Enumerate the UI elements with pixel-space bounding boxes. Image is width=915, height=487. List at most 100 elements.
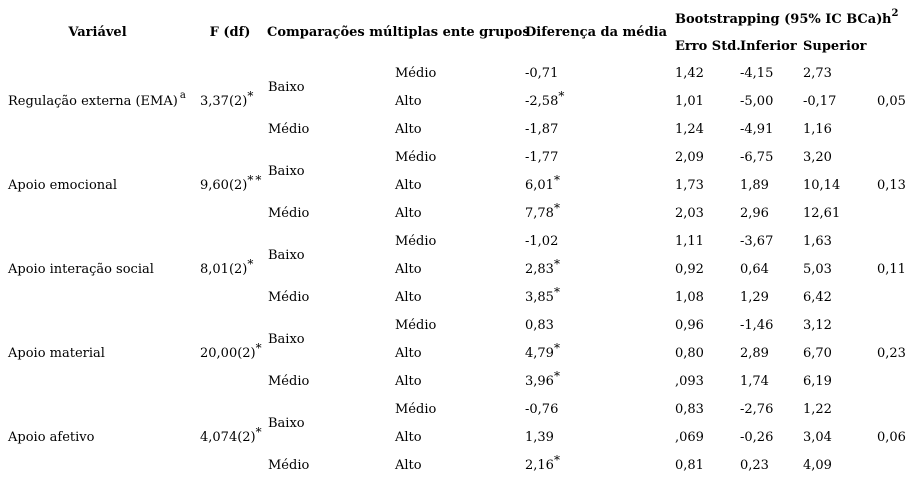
comparison-group2-cell: Médio <box>395 65 437 81</box>
mean-difference-value: -2,58 <box>525 93 559 109</box>
f-value: 4,074(2) <box>200 429 256 445</box>
table-row-group: Apoio afetivo 4,074(2) * Baixo Médio Médi… <box>0 395 915 479</box>
lower-bound-cell: 2,89 <box>740 345 769 361</box>
f-value-cell: 20,00(2) * <box>200 341 264 361</box>
col-header-variable: Variável <box>68 24 127 40</box>
comparison-group1-cell: Baixo <box>268 331 305 347</box>
lower-bound-cell: -4,91 <box>740 121 774 137</box>
table-row-group: Apoio material 20,00(2) * Baixo Médio Méd… <box>0 311 915 395</box>
comparison-group1-cell: Baixo <box>268 247 305 263</box>
h2-base: h <box>882 11 892 27</box>
comparison-group2-cell: Alto <box>395 289 422 305</box>
mean-difference-value: -1,02 <box>525 233 559 249</box>
col-header-std-error: Erro Std. <box>675 38 741 54</box>
mean-difference-value: -1,77 <box>525 149 559 165</box>
comparison-group1-cell: Médio <box>268 121 310 137</box>
mean-difference-cell: 6,01 * <box>525 173 562 193</box>
mean-difference-cell: 2,16 * <box>525 453 562 473</box>
upper-bound-cell: 6,19 <box>803 373 832 389</box>
mean-difference-value: 1,39 <box>525 429 554 445</box>
std-error-cell: 0,96 <box>675 317 704 333</box>
variable-name: Apoio material <box>8 345 105 361</box>
variable-cell: Apoio material <box>0 311 195 395</box>
mean-difference-value: 0,83 <box>525 317 554 333</box>
mean-difference-cell: 7,78 * <box>525 201 562 221</box>
mean-difference-value: -0,71 <box>525 65 559 81</box>
mean-difference-cell: -0,71 <box>520 59 670 87</box>
lower-bound-cell: -4,15 <box>740 65 774 81</box>
comparison-group2-cell: Alto <box>395 457 422 473</box>
variable-name: Apoio afetivo <box>8 429 95 445</box>
comparison-group2-cell: Médio <box>395 233 437 249</box>
mean-difference-cell: 3,96 * <box>525 369 562 389</box>
lower-bound-cell: 0,64 <box>740 261 769 277</box>
upper-bound-cell: 3,04 <box>803 429 832 445</box>
table-row-group: Apoio interação social 8,01(2) * Baixo Mé… <box>0 227 915 311</box>
h2-cell: 0,23 <box>877 345 906 361</box>
upper-bound-cell: 1,16 <box>803 121 832 137</box>
col-header-f: F (df) <box>209 24 251 40</box>
upper-bound-cell: 6,70 <box>803 345 832 361</box>
std-error-cell: 0,81 <box>675 457 704 473</box>
mean-difference-cell: 4,79 * <box>525 341 562 361</box>
col-header-bootstrapping: Bootstrapping (95% IC BCa) <box>675 11 883 27</box>
mean-difference-cell: 2,83 * <box>525 257 562 277</box>
mean-difference-cell: -1,02 <box>520 227 670 255</box>
variable-cell: Apoio afetivo <box>0 395 195 479</box>
f-value-cell: 8,01(2) * <box>200 257 256 277</box>
comparison-group2-cell: Alto <box>395 205 422 221</box>
mean-difference-value: -0,76 <box>525 401 559 417</box>
lower-bound-cell: 1,89 <box>740 177 769 193</box>
comparison-group1-cell: Médio <box>268 457 310 473</box>
col-header-mean-difference: Diferença da média <box>525 24 668 40</box>
std-error-cell: 1,08 <box>675 289 704 305</box>
mean-difference-value: 7,78 <box>525 205 554 221</box>
upper-bound-cell: 1,63 <box>803 233 832 249</box>
lower-bound-cell: 1,74 <box>740 373 769 389</box>
upper-bound-cell: 1,22 <box>803 401 832 417</box>
table-header: Variável F (df) Comparações múltiplas en… <box>0 5 915 59</box>
comparison-group1-cell: Médio <box>268 205 310 221</box>
mean-difference-value: 6,01 <box>525 177 554 193</box>
f-value: 20,00(2) <box>200 345 256 361</box>
mean-difference-value: 3,85 <box>525 289 554 305</box>
std-error-cell: 1,24 <box>675 121 704 137</box>
upper-bound-cell: 10,14 <box>803 177 841 193</box>
f-value: 9,60(2) <box>200 177 248 193</box>
h2-cell: 0,11 <box>877 261 906 277</box>
col-header-upper: Superior <box>803 38 867 54</box>
variable-name: Regulação externa (EMA) <box>8 93 178 109</box>
upper-bound-cell: 5,03 <box>803 261 832 277</box>
comparison-group2-cell: Alto <box>395 345 422 361</box>
lower-bound-cell: 1,29 <box>740 289 769 305</box>
upper-bound-cell: 2,73 <box>803 65 832 81</box>
mean-difference-cell: 1,39 <box>520 423 670 451</box>
comparison-group2-cell: Alto <box>395 93 422 109</box>
comparison-group2-cell: Médio <box>395 317 437 333</box>
upper-bound-cell: 3,12 <box>803 317 832 333</box>
mean-difference-cell: -1,87 <box>520 115 670 143</box>
col-header-comparisons: Comparações múltiplas ente grupos <box>267 24 530 40</box>
mean-difference-value: 2,83 <box>525 261 554 277</box>
f-value-cell: 9,60(2) ** <box>200 173 264 193</box>
lower-bound-cell: -6,75 <box>740 149 774 165</box>
mean-difference-value: 3,96 <box>525 373 554 389</box>
comparison-group1-cell: Baixo <box>268 163 305 179</box>
f-value-cell: 3,37(2) * <box>200 89 256 109</box>
mean-difference-value: 2,16 <box>525 457 554 473</box>
h2-cell: 0,05 <box>877 93 906 109</box>
comparison-group1-cell: Médio <box>268 373 310 389</box>
variable-name: Apoio interação social <box>8 261 154 277</box>
comparison-group1-cell: Baixo <box>268 79 305 95</box>
h2-cell: 0,13 <box>877 177 906 193</box>
lower-bound-cell: 2,96 <box>740 205 769 221</box>
std-error-cell: 1,01 <box>675 93 704 109</box>
h2-cell: 0,06 <box>877 429 906 445</box>
mean-difference-value: -1,87 <box>525 121 559 137</box>
lower-bound-cell: -1,46 <box>740 317 774 333</box>
lower-bound-cell: -3,67 <box>740 233 774 249</box>
lower-bound-cell: -5,00 <box>740 93 774 109</box>
table-row-group: Regulação externa (EMA) a 3,37(2) * Baixo … <box>0 59 915 143</box>
